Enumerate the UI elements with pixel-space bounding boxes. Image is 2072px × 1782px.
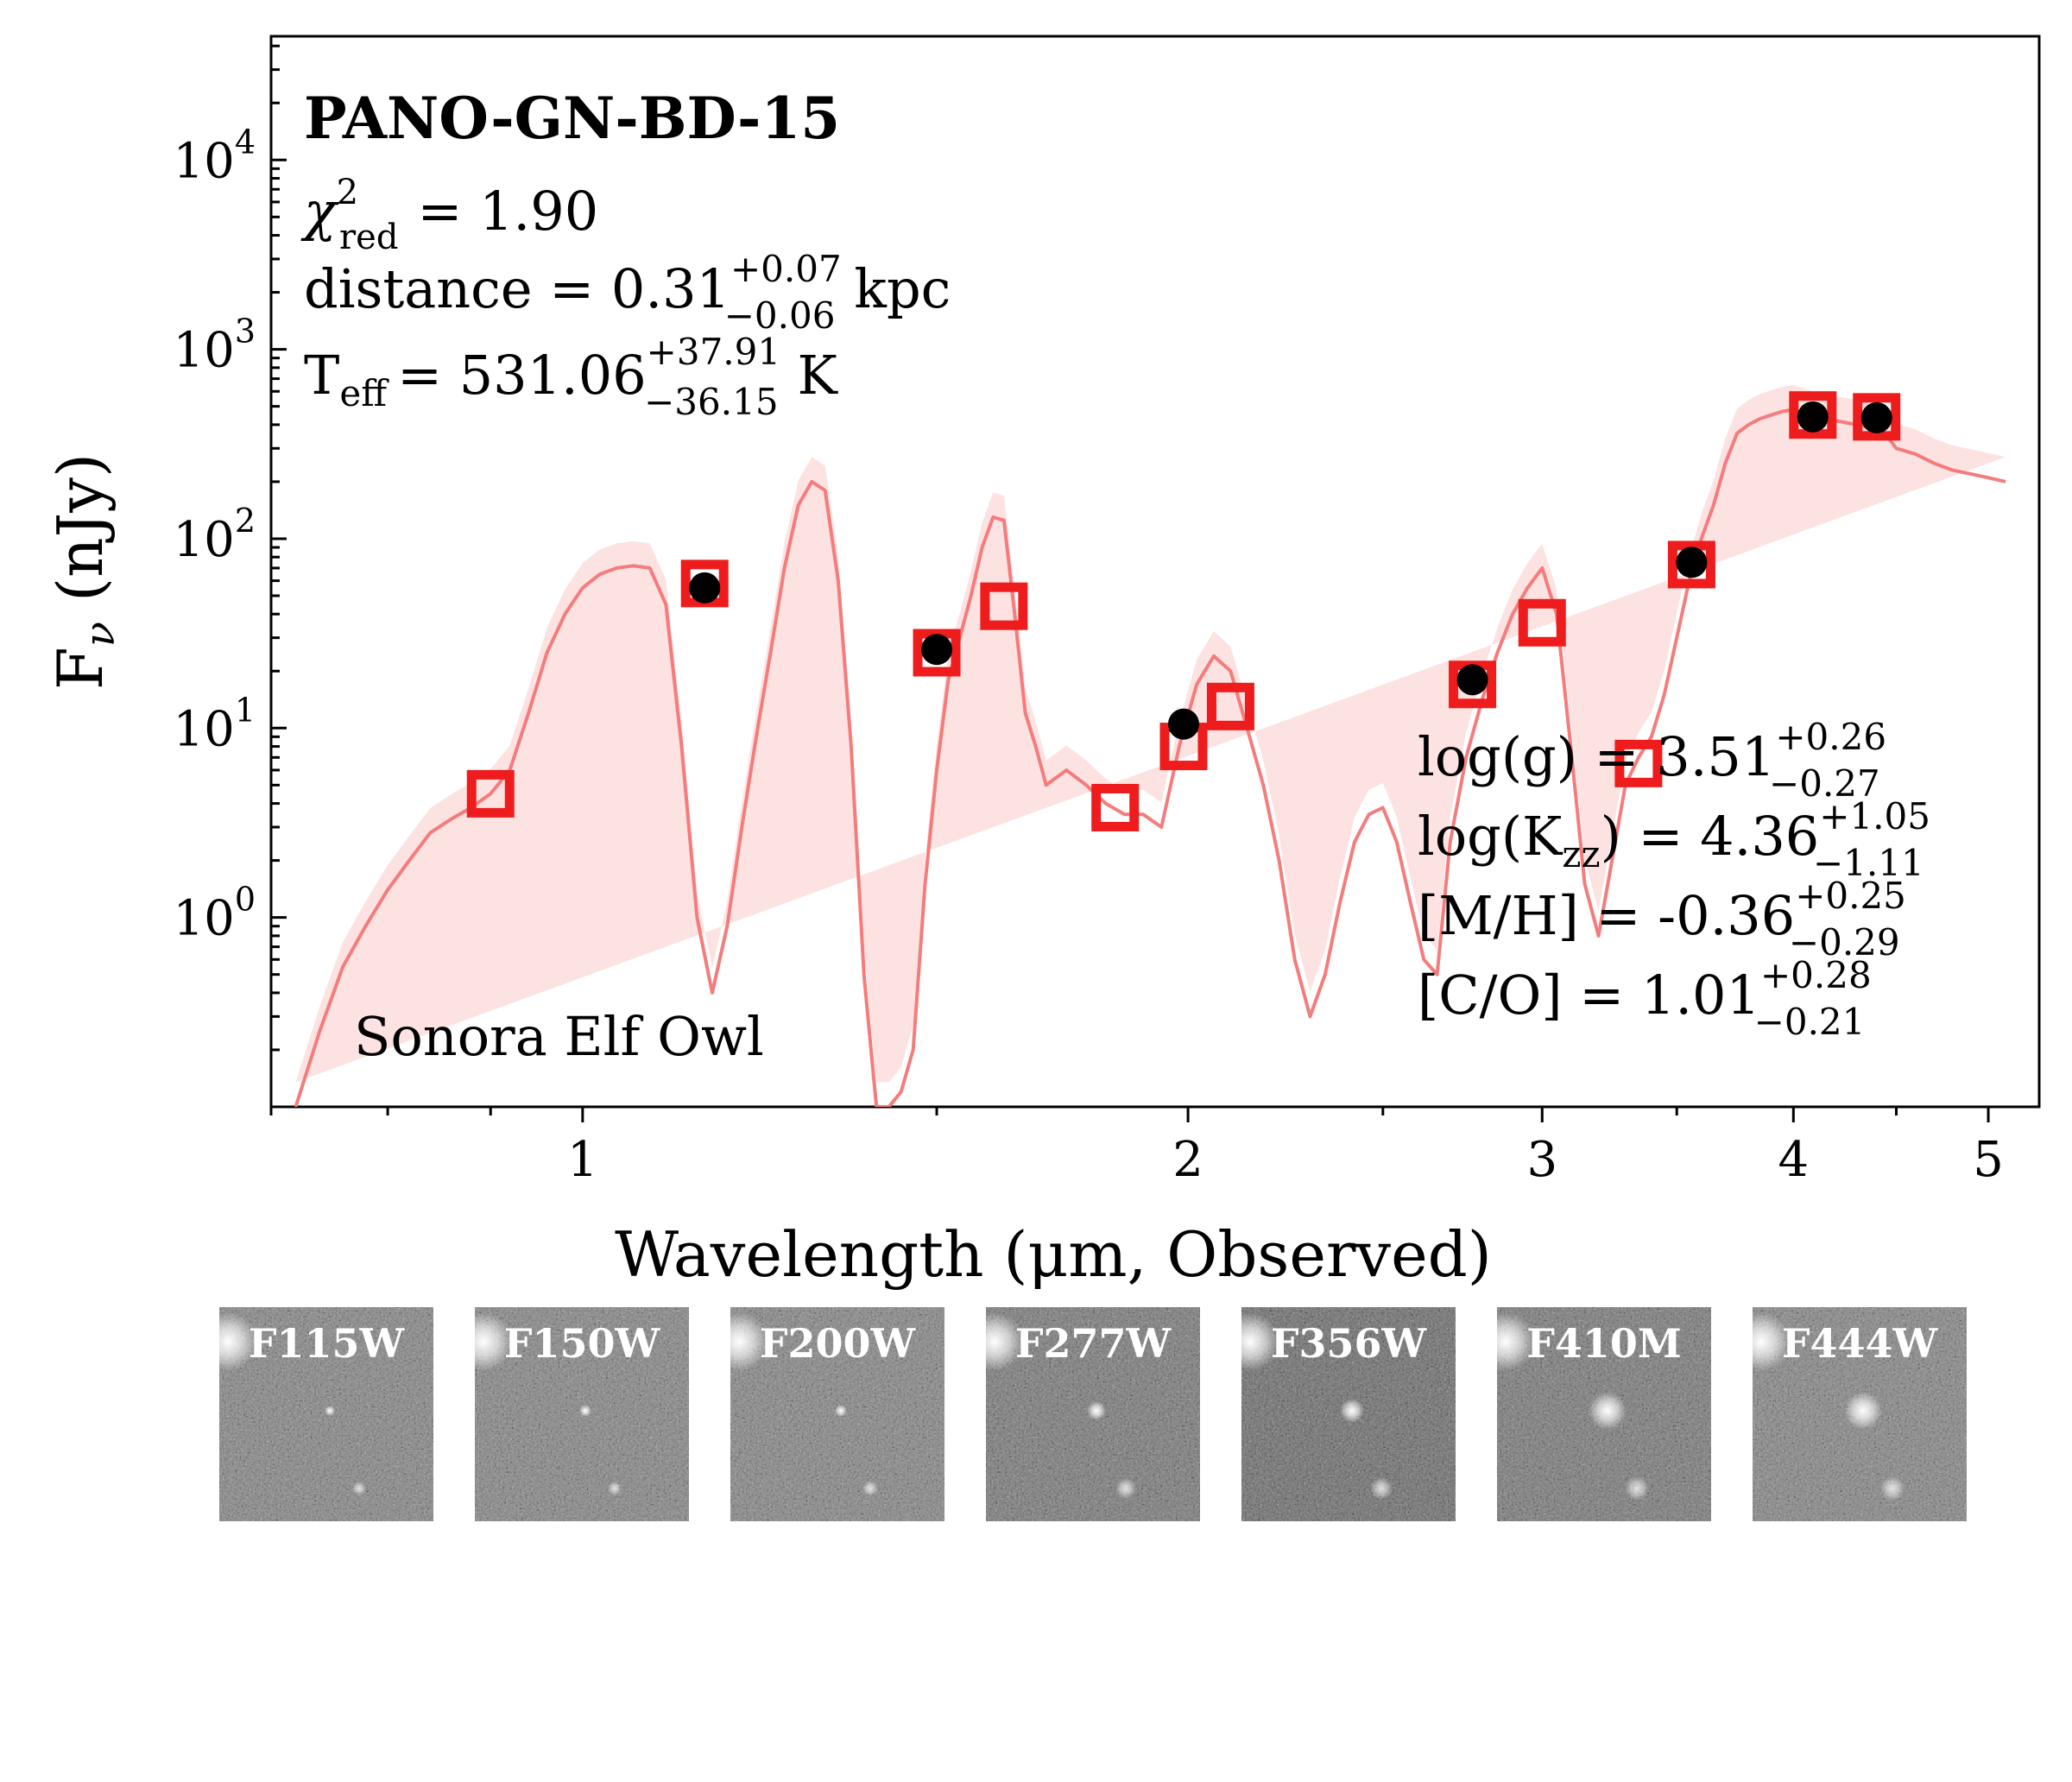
neighbor-source <box>1880 1476 1905 1501</box>
neighbor-source <box>862 1481 878 1496</box>
model-spectrum-group <box>294 385 2006 1107</box>
object-name: PANO-GN-BD-15 <box>304 85 840 152</box>
neighbor-source <box>608 1482 622 1495</box>
model-photometry-square <box>913 629 961 677</box>
target-source <box>1589 1392 1627 1430</box>
cutout-f115w: F115W <box>199 1307 433 1521</box>
y-axis-label: Fν (nJy) <box>44 453 124 690</box>
bright-source <box>1732 1312 1791 1371</box>
target-source <box>835 1405 847 1417</box>
cutout-f444w: F444W <box>1732 1307 1967 1521</box>
bright-source <box>454 1312 513 1371</box>
cutout-f410m: F410M <box>1476 1307 1711 1521</box>
observed-photometry-point <box>689 572 721 603</box>
target-source <box>579 1405 591 1417</box>
cutout-f200w: F200W <box>710 1307 944 1521</box>
model-photometry-square <box>1614 739 1663 787</box>
target-source <box>325 1406 335 1416</box>
chi2-annotation: χ2 red = 1.90 <box>300 173 598 257</box>
logkzz-annotation: log(Kzz) = 4.36+1.05 −1.11 <box>1418 795 1930 884</box>
cutout-f277w: F277W <box>965 1307 1200 1521</box>
y-tick-label: 104 <box>174 123 256 189</box>
model-photometry-square <box>1853 393 1901 441</box>
cutout-strip: F115W F150W F200W F277W F356W F410M F444W <box>199 1307 1967 1521</box>
x-tick-label: 3 <box>1526 1132 1557 1188</box>
model-photometry-square <box>1091 783 1140 831</box>
distance-annotation: distance = 0.31+0.07 −0.06 kpc <box>304 248 951 337</box>
x-tick-label: 5 <box>1973 1132 2004 1188</box>
bright-source <box>1221 1312 1279 1371</box>
model-name-label: Sonora Elf Owl <box>354 1005 764 1068</box>
plot-frame <box>269 35 2041 1109</box>
neighbor-source <box>1115 1478 1136 1499</box>
bright-source <box>965 1312 1024 1371</box>
logg-annotation: log(g) = 3.51+0.26 −0.27 <box>1418 716 1886 805</box>
target-source <box>1340 1399 1364 1423</box>
cutout-filter-label: F200W <box>760 1320 917 1367</box>
cutout-f150w: F150W <box>454 1307 689 1521</box>
observed-photometry-point <box>1797 401 1829 433</box>
observed-photometry-point <box>1456 664 1488 696</box>
model-spectrum-band <box>295 385 2006 1083</box>
bright-source <box>199 1312 257 1371</box>
target-source <box>1844 1392 1882 1430</box>
cutout-filter-label: F150W <box>504 1320 661 1367</box>
neighbor-source <box>352 1482 366 1495</box>
x-tick-label: 1 <box>567 1132 598 1188</box>
y-tick-label: 103 <box>174 313 256 379</box>
x-tick-label: 2 <box>1172 1132 1203 1188</box>
model-photometry-square <box>1789 391 1837 439</box>
cutout-filter-label: F356W <box>1271 1320 1428 1367</box>
cutout-filter-label: F444W <box>1782 1320 1939 1367</box>
cutout-filter-label: F277W <box>1015 1320 1172 1367</box>
cutout-f356w: F356W <box>1221 1307 1456 1521</box>
x-axis-ticks: 1 2 3 4 5 <box>269 1107 2004 1188</box>
observed-photometry-point <box>921 634 953 666</box>
model-photometry-square <box>1518 598 1566 647</box>
y-tick-label: 100 <box>174 881 256 947</box>
bright-source <box>1476 1312 1535 1371</box>
observed-photometry-points <box>689 401 1892 740</box>
metallicity-annotation: [M/H] = -0.36+0.25 −0.29 <box>1418 875 1906 964</box>
x-tick-label: 4 <box>1778 1132 1809 1188</box>
model-photometry-square <box>1667 540 1715 589</box>
observed-photometry-point <box>1167 708 1199 740</box>
model-photometry-square <box>466 769 515 818</box>
y-axis-ticks: 100 101 102 103 104 <box>174 44 287 1109</box>
neighbor-source <box>1370 1477 1393 1500</box>
target-source <box>1087 1401 1106 1420</box>
teff-annotation: Teff = 531.06+37.91 −36.15 K <box>304 331 839 423</box>
x-axis-label: Wavelength (μm, Observed) <box>615 1218 1492 1291</box>
model-photometry-square <box>1206 682 1254 730</box>
observed-photometry-point <box>1676 547 1708 578</box>
neighbor-source <box>1625 1476 1649 1501</box>
y-tick-label: 101 <box>174 691 256 757</box>
cutout-filter-label: F115W <box>249 1320 406 1367</box>
bright-source <box>710 1312 768 1371</box>
model-photometry-square <box>980 582 1028 630</box>
co-ratio-annotation: [C/O] = 1.01+0.28 −0.21 <box>1418 954 1872 1043</box>
cutout-filter-label: F410M <box>1526 1320 1682 1367</box>
observed-photometry-point <box>1860 401 1892 433</box>
model-spectrum-line <box>294 408 2006 1107</box>
y-tick-label: 102 <box>174 502 256 568</box>
